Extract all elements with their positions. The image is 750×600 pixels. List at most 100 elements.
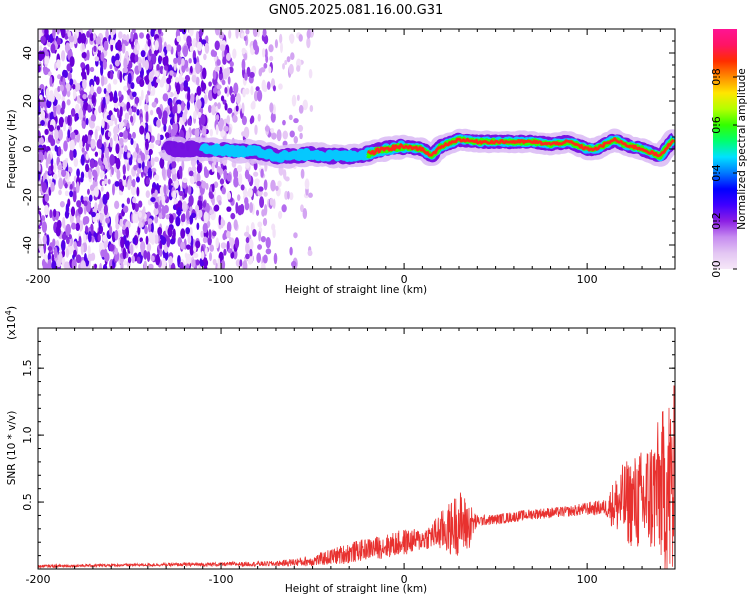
snr-x-ticks: -200 -100 0 100: [26, 328, 661, 586]
spectral-cell: [261, 48, 266, 58]
spectral-cell: [161, 257, 167, 269]
spectral-cell: [256, 89, 263, 102]
spectral-cell: [154, 40, 159, 51]
spectral-cell: [202, 200, 207, 208]
spectral-cell: [150, 221, 154, 234]
spectral-cell: [220, 217, 224, 229]
spectral-cell: [189, 245, 194, 256]
spectral-cell: [193, 252, 199, 259]
spectral-cell: [70, 131, 76, 140]
spectral-cell: [298, 34, 303, 42]
spectral-cell: [70, 108, 76, 117]
spectral-cell: [82, 216, 87, 226]
spectral-cell: [235, 202, 239, 214]
spectral-cell: [211, 104, 216, 116]
spectral-cell: [114, 180, 120, 187]
spectral-cell: [196, 85, 202, 96]
spectral-cell: [59, 84, 64, 92]
spectral-cell: [40, 35, 46, 44]
spectral-cell: [263, 254, 268, 264]
spectral-cell: [113, 126, 118, 136]
spectral-cell: [145, 177, 150, 185]
spectral-cell: [49, 92, 55, 103]
spectral-cell: [242, 260, 248, 269]
spectral-cell: [296, 65, 301, 72]
spectral-cell: [80, 32, 87, 45]
spectral-cell: [214, 204, 220, 212]
spectral-cell: [243, 231, 250, 237]
spectral-cell: [196, 222, 200, 231]
spectral-cell: [79, 139, 83, 149]
spectral-cell: [118, 90, 122, 98]
spectral-cell: [148, 148, 153, 156]
spectral-cell: [297, 124, 304, 132]
spectral-cell: [179, 261, 184, 269]
spectral-cell: [120, 101, 125, 107]
spectral-cell: [147, 218, 153, 225]
spectral-cell: [130, 244, 134, 256]
spectral-cell: [193, 57, 197, 65]
spectral-cell: [229, 237, 235, 247]
spectral-cell: [47, 153, 51, 165]
spectral-cell: [174, 102, 178, 113]
colorbar-tick-label: 0.6: [710, 116, 723, 134]
spectral-cell: [87, 104, 92, 113]
spectral-cell: [48, 124, 54, 132]
spectral-cell: [176, 99, 182, 105]
spectral-cell: [189, 29, 194, 37]
spectral-cell: [126, 197, 131, 205]
spectral-cell: [108, 119, 114, 127]
spectral-cell: [261, 209, 266, 217]
spectral-cell: [189, 175, 196, 185]
spectral-cell: [41, 259, 46, 268]
spectral-cell: [89, 32, 94, 42]
spectral-cell: [113, 90, 118, 103]
spectral-cell: [182, 177, 188, 183]
spectral-cell: [108, 225, 113, 236]
spectral-cell: [211, 183, 215, 193]
spectral-cell: [270, 179, 276, 192]
spectral-cell: [226, 173, 232, 182]
spectral-cell: [45, 51, 49, 57]
spectral-cell: [213, 181, 219, 188]
x-tick-label: -100: [209, 573, 234, 586]
spectral-cell: [47, 41, 51, 48]
spectral-cell: [218, 31, 225, 40]
colorbar-tick-label: 0.2: [710, 212, 723, 230]
spectral-cell: [252, 39, 258, 51]
spectral-cell: [64, 116, 68, 125]
spectral-cell: [196, 180, 202, 187]
snr-x-label: Height of straight line (km): [285, 583, 427, 595]
spectral-cell: [101, 103, 105, 113]
spectral-cell: [76, 168, 80, 178]
spectral-cell: [103, 87, 107, 95]
spectral-cell: [65, 225, 70, 236]
spectral-cell: [147, 167, 153, 178]
spectral-cell: [228, 29, 232, 39]
spectral-cell: [49, 209, 53, 219]
spectral-cell: [145, 235, 149, 245]
spectral-cell: [87, 245, 91, 257]
spectral-cell: [249, 117, 253, 125]
spectral-cell: [284, 59, 288, 66]
spectral-cell: [200, 250, 205, 260]
spectral-cell: [308, 192, 313, 198]
spectral-cell: [117, 31, 123, 39]
spectral-cell: [265, 248, 272, 255]
spectral-cell: [51, 253, 55, 262]
spectral-cell: [269, 55, 274, 62]
spectral-cell: [96, 138, 103, 149]
spectral-cell: [257, 221, 263, 228]
spectral-cell: [169, 238, 176, 245]
spectral-cell: [130, 138, 134, 146]
spectral-cell: [123, 260, 128, 266]
spectral-cell: [197, 111, 202, 118]
spectral-cell: [44, 55, 50, 65]
spectral-cell: [47, 259, 52, 269]
spectral-cell: [59, 201, 65, 208]
spectral-cell: [162, 56, 167, 66]
spectral-cell: [80, 62, 86, 69]
spectral-cell: [80, 260, 86, 269]
spectral-cell: [163, 184, 167, 195]
spectral-cell: [131, 178, 136, 188]
